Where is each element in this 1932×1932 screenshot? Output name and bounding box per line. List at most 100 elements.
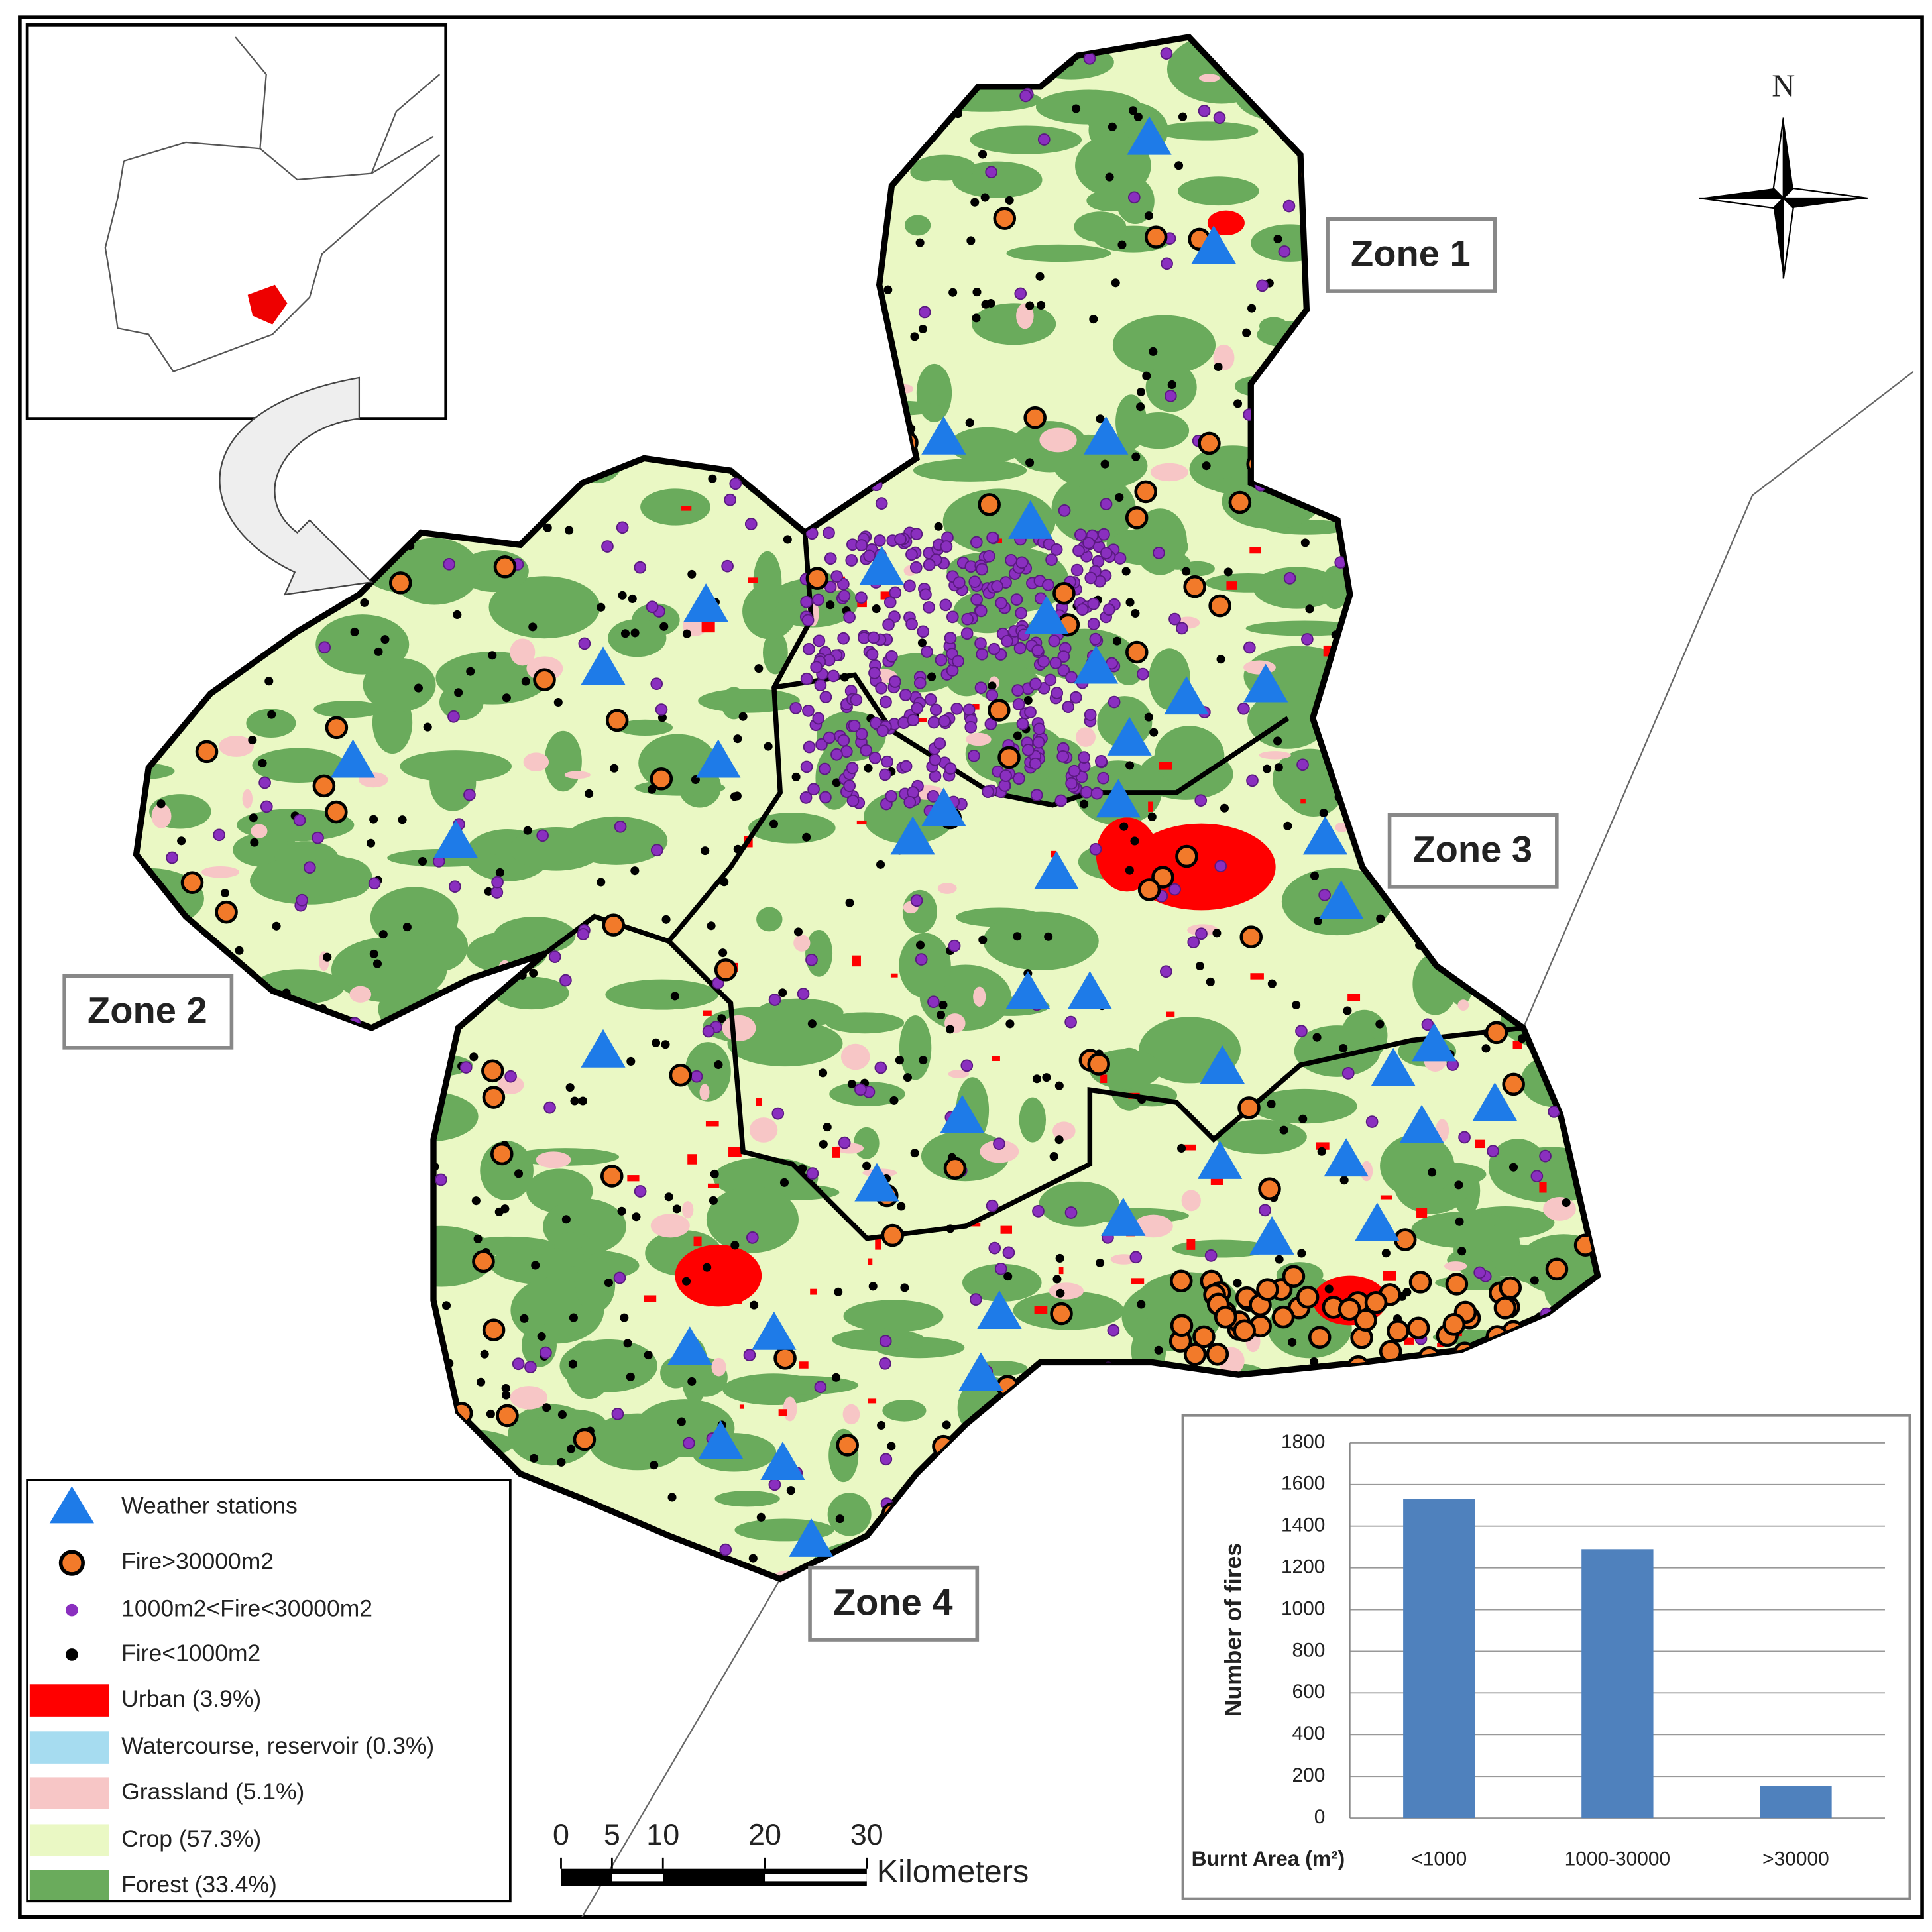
medium-fire: [1032, 1205, 1045, 1218]
large-fire: [805, 567, 829, 590]
medium-fire: [1013, 772, 1025, 785]
medium-fire: [814, 1381, 827, 1394]
small-fire: [1054, 1081, 1064, 1090]
medium-fire: [1296, 758, 1309, 771]
weather-station: [921, 416, 966, 455]
urban-area: [627, 1175, 640, 1182]
medium-fire: [1187, 936, 1200, 949]
small-fire: [1131, 608, 1140, 618]
medium-fire: [1080, 786, 1093, 799]
medium-fire: [983, 549, 995, 563]
large-fire: [1192, 1325, 1216, 1349]
urban-area: [693, 1236, 702, 1247]
medium-fire: [1012, 698, 1025, 710]
medium-fire: [806, 1167, 819, 1180]
small-fire: [1055, 1253, 1064, 1263]
medium-fire: [986, 531, 999, 544]
forest-patch: [756, 907, 783, 932]
medium-fire: [447, 710, 460, 723]
legend-symbol: [66, 1648, 78, 1661]
urban-area: [1347, 994, 1361, 1001]
small-fire: [903, 1073, 912, 1082]
legend-label: Watercourse, reservoir (0.3%): [121, 1733, 434, 1759]
medium-fire: [1127, 191, 1141, 204]
small-fire: [542, 1403, 551, 1412]
small-fire: [687, 1377, 697, 1386]
large-fire: [669, 1063, 693, 1087]
medium-fire: [976, 648, 989, 661]
medium-fire: [1097, 771, 1109, 785]
forest-patch: [1172, 1239, 1271, 1258]
small-fire: [1263, 764, 1272, 773]
weather-station: [1200, 1045, 1245, 1084]
medium-fire: [721, 559, 734, 573]
medium-fire: [690, 1070, 703, 1083]
forest-patch: [565, 816, 668, 865]
legend-label: Grassland (5.1%): [121, 1778, 304, 1805]
medium-fire: [824, 552, 837, 565]
large-fire: [490, 1142, 514, 1166]
medium-fire: [459, 1061, 473, 1074]
forest-patch: [753, 551, 782, 614]
small-fire: [1108, 122, 1117, 131]
forest-patch: [1259, 317, 1288, 335]
medium-fire: [1051, 687, 1064, 699]
forest-patch: [904, 215, 931, 236]
grassland-patch: [793, 935, 811, 952]
urban-area: [687, 1154, 697, 1165]
large-fire: [1271, 1305, 1295, 1329]
weather-station: [1243, 663, 1288, 703]
urban-area: [1182, 1144, 1196, 1151]
medium-fire: [800, 595, 813, 608]
medium-fire: [903, 579, 916, 593]
small-fire: [978, 935, 988, 944]
small-fire: [965, 418, 974, 427]
medium-fire: [213, 828, 226, 842]
small-fire: [502, 693, 511, 703]
small-fire: [523, 826, 532, 835]
small-fire: [1195, 961, 1204, 971]
small-fire: [919, 1056, 928, 1065]
large-fire: [1364, 1291, 1388, 1314]
medium-fire: [879, 1357, 891, 1370]
large-fire: [1183, 575, 1206, 598]
medium-fire: [616, 521, 629, 534]
legend: Weather stations Fire>30000m2 1000m2<Fir…: [26, 1479, 512, 1903]
urban-area: [739, 1404, 744, 1409]
medium-fire: [1213, 111, 1226, 124]
weather-station: [1472, 1082, 1518, 1121]
medium-fire: [903, 795, 917, 809]
medium-fire: [855, 539, 868, 551]
small-fire: [1005, 196, 1014, 205]
small-fire: [565, 526, 574, 535]
medium-fire: [1068, 764, 1081, 777]
medium-fire: [512, 1357, 525, 1371]
forest-patch: [605, 979, 719, 1010]
weather-station: [1302, 816, 1348, 855]
medium-fire: [1100, 547, 1113, 559]
bar: [1760, 1786, 1832, 1819]
small-fire: [1112, 636, 1122, 646]
small-fire: [672, 1204, 681, 1214]
forest-patch: [756, 998, 844, 1027]
medium-fire: [799, 791, 813, 804]
medium-fire: [1013, 642, 1027, 655]
medium-fire: [601, 540, 614, 553]
small-fire: [1312, 1033, 1322, 1042]
small-fire: [597, 602, 606, 612]
medium-fire: [910, 528, 923, 540]
small-fire: [1154, 1345, 1163, 1355]
small-fire: [414, 683, 423, 693]
large-fire: [195, 740, 219, 764]
medium-fire: [827, 669, 840, 683]
grassland-patch: [242, 789, 253, 809]
small-fire: [823, 1123, 832, 1132]
medium-fire: [894, 533, 907, 545]
small-fire: [834, 1287, 843, 1296]
medium-fire: [924, 693, 937, 706]
medium-fire: [797, 988, 810, 1000]
medium-fire: [614, 820, 627, 833]
medium-fire: [813, 634, 826, 648]
weather-station: [1024, 595, 1069, 634]
